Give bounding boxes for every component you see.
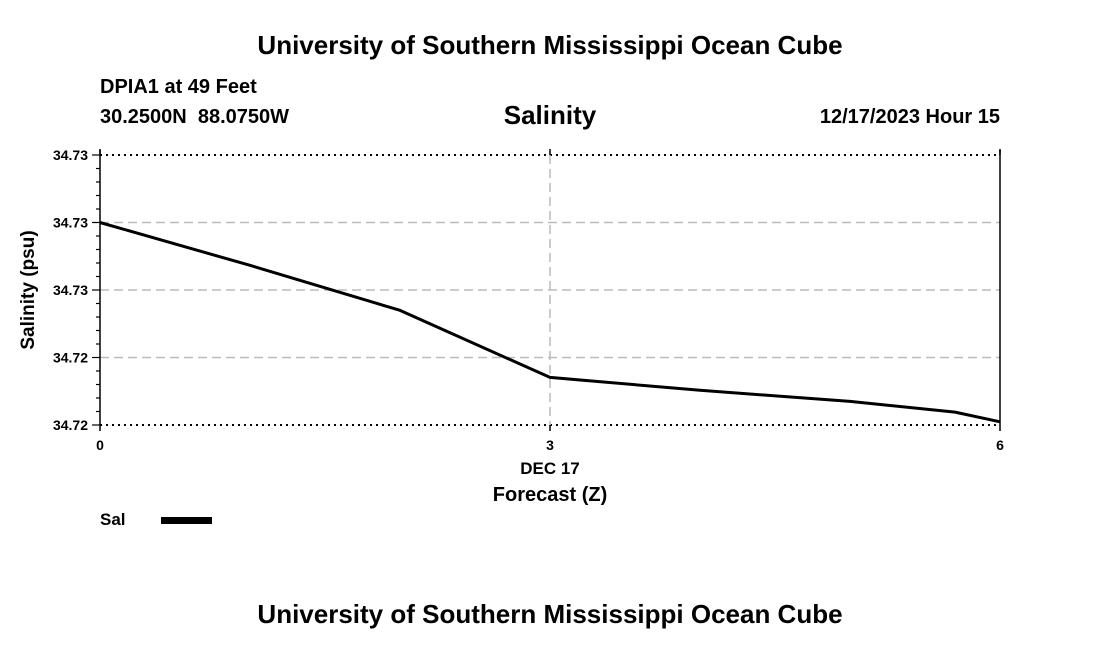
x-date-label: DEC 17 — [520, 459, 580, 478]
y-tick-label: 34.73 — [53, 215, 88, 231]
label-layer: 34.72 34.72 34.73 34.73 34.73 0 3 6 DEC 17 Foreca… — [18, 147, 1004, 506]
series-line-sal — [99, 221, 1001, 424]
y-tick-label: 34.73 — [53, 282, 88, 298]
page-title: University of Southern Mississippi Ocean… — [257, 30, 843, 60]
x-tick-label: 0 — [96, 437, 104, 453]
footer-title: University of Southern Mississippi Ocean… — [257, 599, 843, 629]
y-axis-label: Salinity (psu) — [18, 230, 39, 349]
y-tick-label: 34.73 — [53, 147, 88, 163]
x-tick-label: 3 — [546, 437, 554, 453]
station-label: DPIA1 at 49 Feet — [100, 76, 257, 98]
x-tick-label: 6 — [996, 437, 1004, 453]
station-coordinates: 30.2500N 88.0750W — [100, 106, 290, 128]
y-tick-label: 34.72 — [53, 417, 88, 433]
axis-layer — [92, 149, 1001, 431]
grid-layer — [100, 154, 1000, 426]
chart-title: Salinity — [503, 100, 597, 130]
forecast-datetime: 12/17/2023 Hour 15 — [819, 106, 1000, 128]
series-layer — [99, 221, 1001, 424]
x-axis-label: Forecast (Z) — [493, 484, 607, 506]
y-tick-label: 34.72 — [53, 350, 88, 366]
legend-swatch — [161, 517, 212, 524]
legend-label: Sal — [100, 510, 126, 529]
